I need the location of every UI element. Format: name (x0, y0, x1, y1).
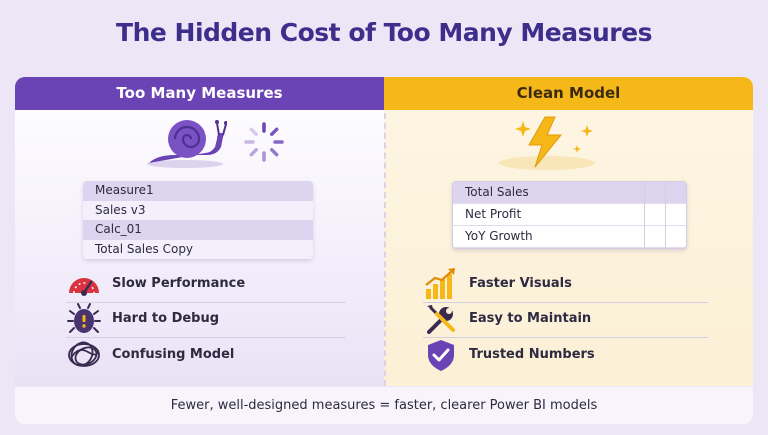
list-item: Measure1 (83, 181, 313, 201)
sparkle-icon (515, 121, 593, 153)
item-label: Hard to Debug (112, 311, 220, 326)
column-divider (384, 113, 386, 386)
item-label: Slow Performance (112, 276, 246, 291)
clean-measure-list: Total Sales Net Profit YoY Growth (452, 181, 687, 249)
rising-bar-chart-icon (425, 268, 455, 299)
table-column-line (665, 182, 666, 248)
list-item: Sales v3 (83, 200, 313, 220)
divider (423, 302, 708, 303)
bug-icon (67, 303, 101, 333)
list-item: Net Profit (453, 204, 686, 226)
page-title: The Hidden Cost of Too Many Measures (116, 18, 652, 47)
item-label: Easy to Maintain (469, 311, 592, 326)
tangled-lines-icon (68, 341, 100, 367)
item-label: Confusing Model (112, 347, 235, 362)
item-label: Faster Visuals (469, 276, 572, 291)
loading-spinner-icon (244, 122, 284, 162)
table-column-line (644, 182, 645, 248)
clean-model-header: Clean Model (384, 77, 753, 110)
lightning-bolt-icon (499, 116, 595, 170)
shield-check-icon (428, 340, 454, 371)
divider (423, 337, 708, 338)
list-item: YoY Growth (453, 226, 686, 248)
snail-icon (147, 120, 227, 168)
footer-caption: Fewer, well-designed measures = faster, … (15, 387, 753, 424)
too-many-measures-header: Too Many Measures (15, 77, 384, 110)
divider (66, 337, 346, 338)
list-item: Total Sales Copy (83, 239, 313, 259)
wrench-screwdriver-icon (427, 305, 455, 334)
list-item: Calc_01 (83, 220, 313, 240)
speedometer-icon (69, 278, 99, 296)
item-label: Trusted Numbers (469, 347, 595, 362)
list-item: Total Sales (453, 182, 686, 204)
cluttered-measure-list: Measure1 Sales v3 Calc_01 Total Sales Co… (83, 181, 313, 259)
divider (66, 302, 346, 303)
